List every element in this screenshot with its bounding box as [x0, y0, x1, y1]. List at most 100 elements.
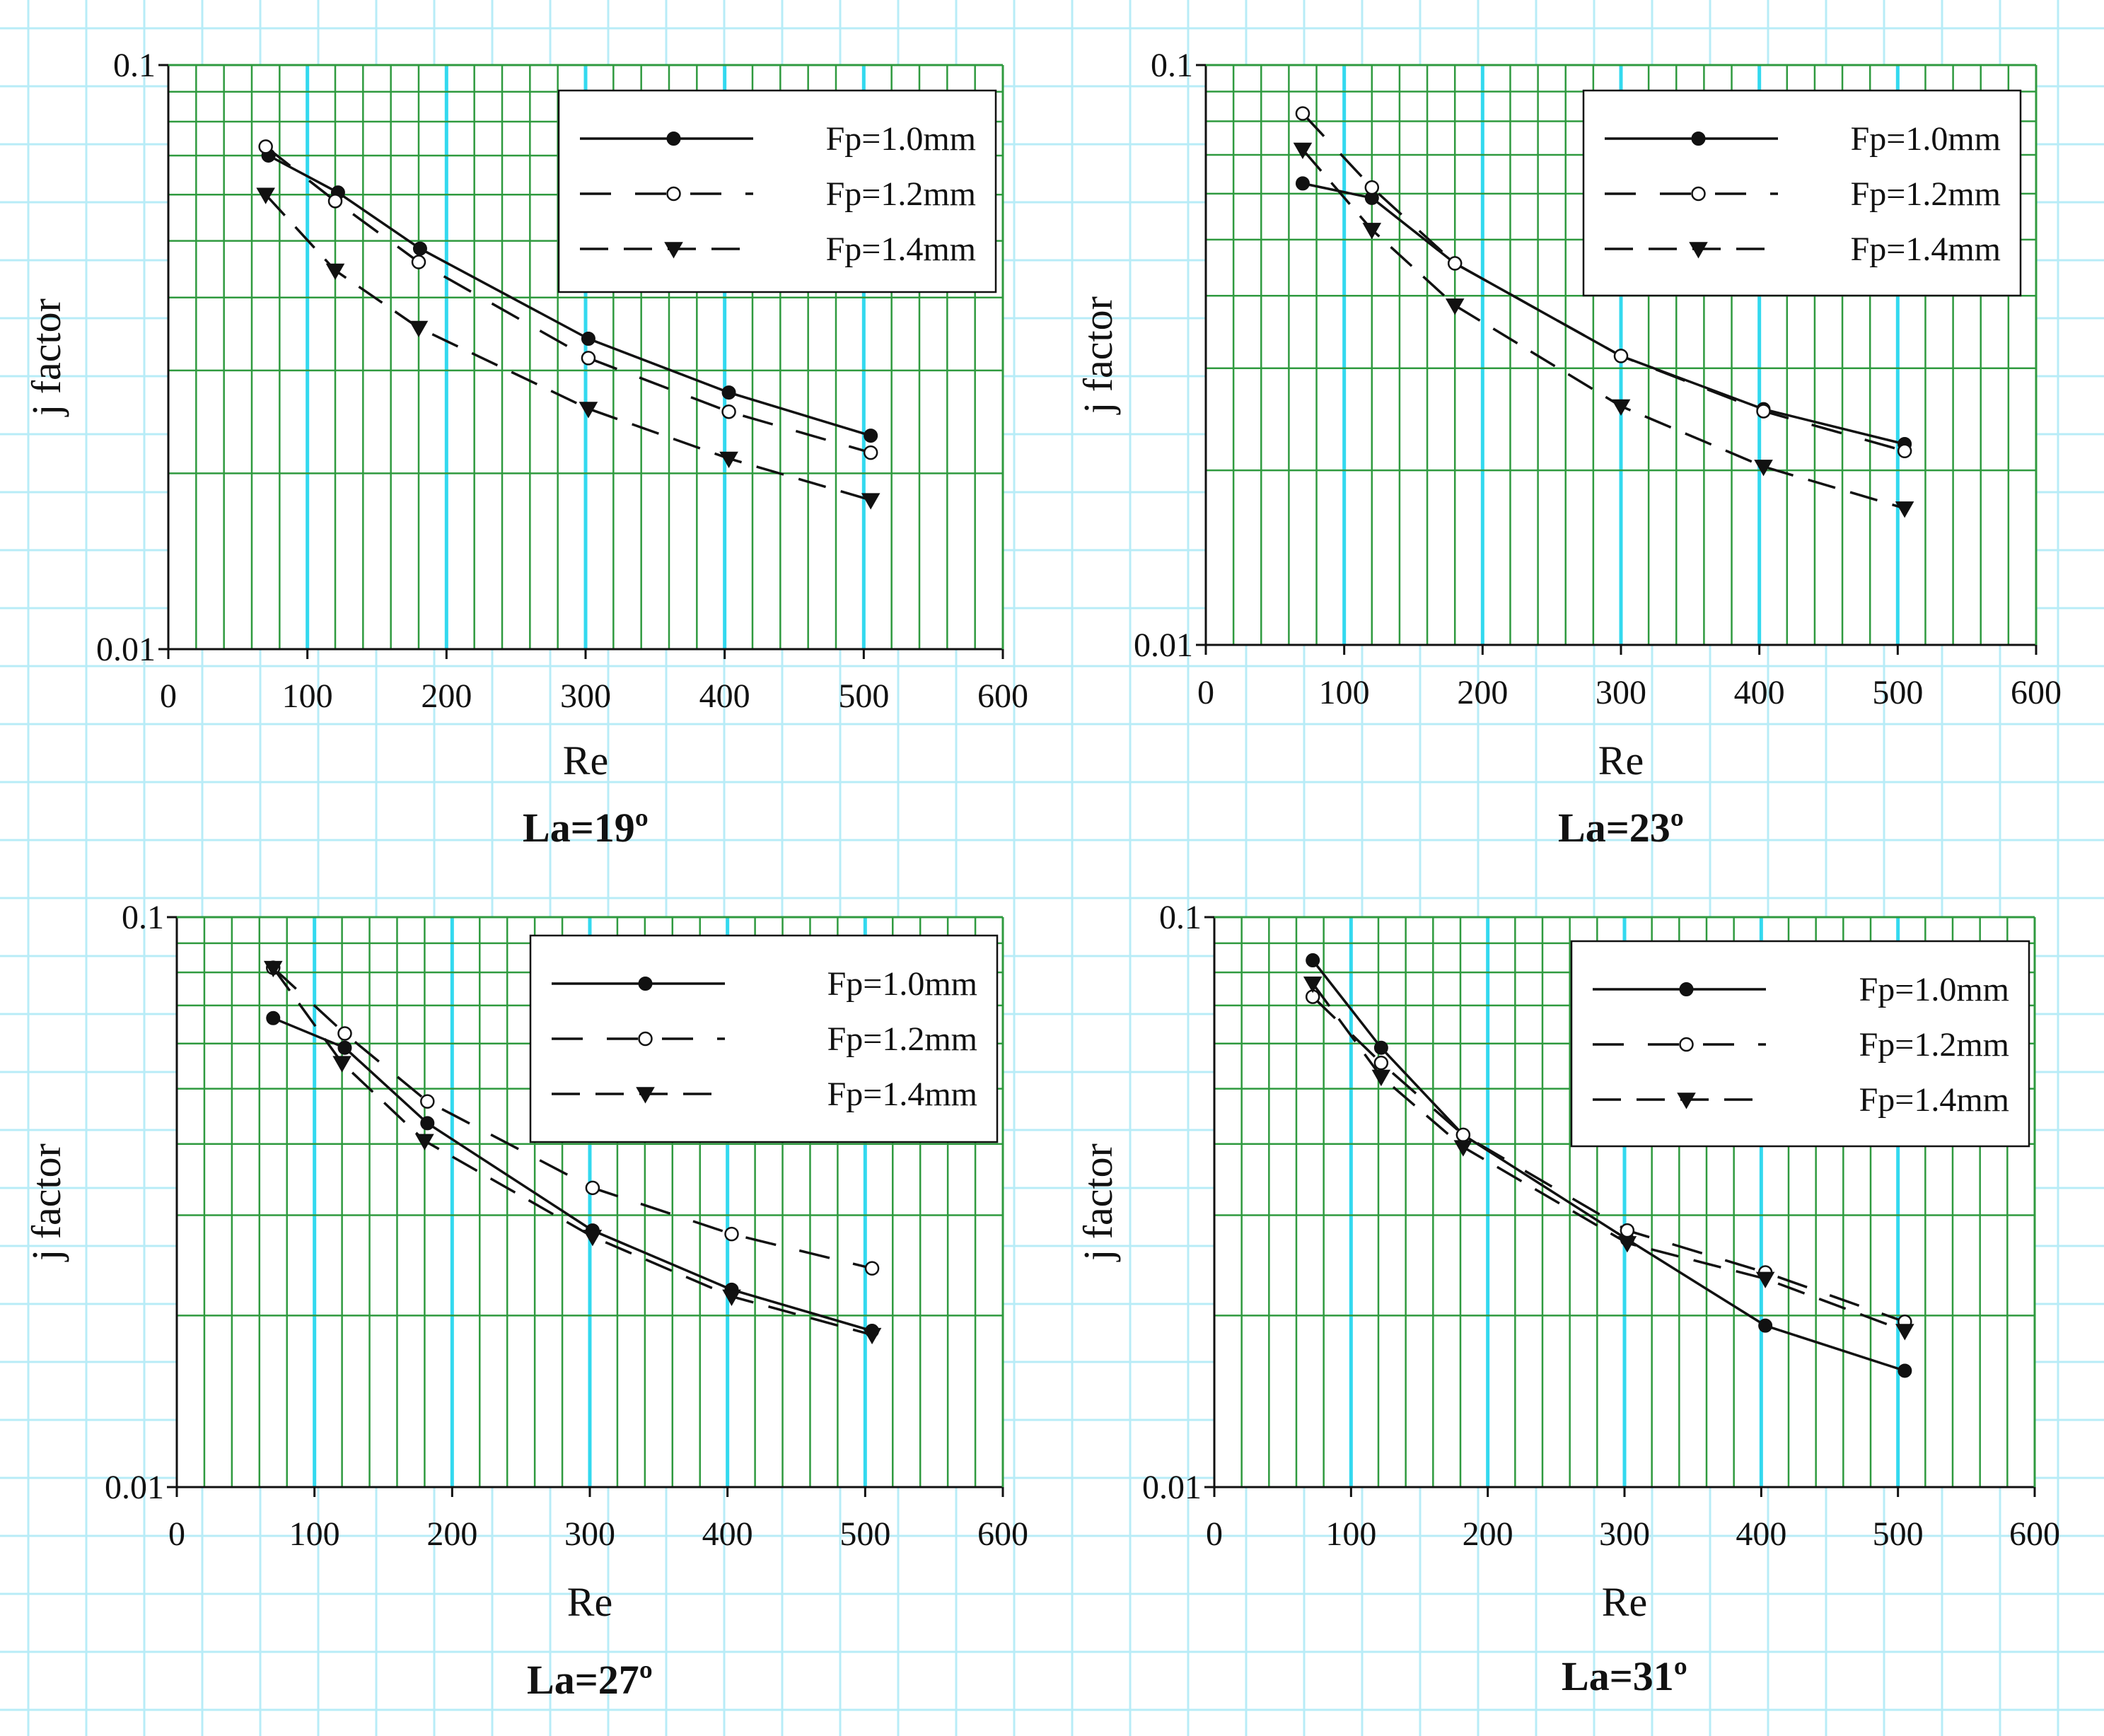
data-point-Fp=1.2mm: [327, 194, 343, 209]
x-tick-label: 400: [699, 677, 750, 715]
data-point-Fp=1.2mm: [337, 1026, 352, 1041]
data-point-Fp=1.4mm: [1293, 142, 1313, 159]
legend-marker-Fp=1.0mm: [638, 977, 653, 991]
y-tick-label: 0.1: [113, 47, 156, 84]
data-point-Fp=1.2mm: [1447, 256, 1463, 271]
legend-label: Fp=1.4mm: [1851, 231, 2001, 268]
data-point-Fp=1.2mm: [1756, 404, 1771, 419]
chart-la19: 0.1 0.010 100 200 300 400 500 600 Re j factor La=1…: [23, 47, 1028, 851]
series-line-Fp=1.4mm: [1301, 148, 1905, 510]
data-point-Fp=1.2mm: [420, 1094, 435, 1109]
data-point-Fp=1.4mm: [1754, 460, 1773, 477]
x-tick-label: 100: [282, 677, 333, 715]
data-point-Fp=1.4mm: [415, 1134, 434, 1150]
y-tick-label: 0.01: [96, 631, 156, 668]
data-point-Fp=1.4mm: [1371, 1069, 1391, 1087]
x-tick-label: 200: [1463, 1515, 1513, 1553]
chart-la27: 0.1 0.010 100 200 300 400 500 600 Re j factor La=2…: [23, 899, 1028, 1703]
x-tick-label: 600: [977, 1515, 1028, 1553]
data-point-Fp=1.2mm: [1295, 106, 1310, 121]
series-line-Fp=1.0mm: [267, 154, 871, 437]
legend-label: Fp=1.2mm: [827, 1020, 977, 1058]
data-point-Fp=1.0mm: [337, 1040, 352, 1055]
data-point-Fp=1.4mm: [332, 1056, 351, 1073]
x-tick-label: 300: [1596, 674, 1646, 711]
data-point-Fp=1.4mm: [1445, 298, 1465, 315]
x-tick-label: 500: [1873, 1515, 1924, 1553]
x-tick-label: 100: [289, 1515, 340, 1553]
y-tick-label: 0.01: [1134, 627, 1193, 664]
data-point-Fp=1.0mm: [581, 331, 595, 346]
y-tick-label: 0.1: [1159, 899, 1202, 936]
chart-la23: 0.1 0.010 100 200 300 400 500 600 Re j factor La=2…: [1075, 47, 2062, 851]
x-tick-label: 0: [160, 677, 177, 715]
legend-label: Fp=1.0mm: [826, 120, 976, 158]
x-tick-label: 100: [1325, 1515, 1376, 1553]
data-point-Fp=1.4mm: [325, 263, 345, 280]
data-point-Fp=1.2mm: [1364, 180, 1380, 195]
y-tick-label: 0.01: [1142, 1469, 1202, 1506]
y-tick-label: 0.1: [1151, 47, 1193, 84]
x-tick-label: 100: [1319, 674, 1370, 711]
legend-box: [557, 89, 997, 293]
y-axis-label: j factor: [1075, 296, 1121, 415]
data-point-Fp=1.4mm: [583, 1230, 603, 1247]
legend-label: Fp=1.4mm: [826, 231, 976, 268]
y-axis-label: j factor: [1075, 1143, 1121, 1262]
series-line-Fp=1.2mm: [1311, 996, 1905, 1323]
legend-marker-Fp=1.4mm: [1689, 242, 1708, 259]
data-point-Fp=1.2mm: [585, 1180, 600, 1196]
legend-label: Fp=1.4mm: [1859, 1081, 2009, 1119]
x-tick-label: 200: [421, 677, 472, 715]
x-tick-label: 300: [560, 677, 611, 715]
series-line-Fp=1.2mm: [265, 145, 871, 454]
x-tick-label: 0: [168, 1515, 185, 1553]
chart-panel-la19: 0.1 0.01 0 100 200 300 400 500 600 Re j factor La=1…: [0, 0, 1052, 866]
legend-marker-Fp=1.2mm: [1679, 1037, 1694, 1052]
x-axis-label: Re: [1598, 738, 1644, 783]
chart-title: La=31º: [1562, 1653, 1687, 1699]
data-point-Fp=1.4mm: [1617, 1236, 1637, 1253]
data-point-Fp=1.0mm: [1306, 953, 1320, 968]
x-tick-label: 500: [838, 677, 889, 715]
series-line-Fp=1.0mm: [1302, 182, 1905, 445]
data-point-Fp=1.4mm: [263, 960, 283, 978]
data-point-Fp=1.4mm: [1611, 399, 1631, 416]
x-axis-label: Re: [1602, 1579, 1647, 1625]
x-tick-label: 600: [2011, 674, 2062, 711]
x-tick-label: 0: [1197, 674, 1214, 711]
legend-label: Fp=1.4mm: [827, 1076, 977, 1113]
data-point-Fp=1.4mm: [1895, 501, 1914, 518]
chart-panel-la27: 0.1 0.01 0 100 200 300 400 500 600 Re j factor La=2…: [0, 866, 1052, 1736]
series-line-Fp=1.2mm: [272, 967, 873, 1270]
data-point-Fp=1.0mm: [1373, 1040, 1388, 1055]
x-tick-label: 400: [1736, 1515, 1786, 1553]
legend-label: Fp=1.2mm: [1859, 1026, 2009, 1064]
data-point-Fp=1.4mm: [722, 1289, 741, 1306]
legend-label: Fp=1.2mm: [1851, 175, 2001, 213]
chart-title: La=19º: [523, 805, 649, 851]
legend-marker-Fp=1.2mm: [638, 1031, 653, 1047]
chart-title: La=23º: [1558, 805, 1684, 851]
data-point-Fp=1.0mm: [1897, 1363, 1912, 1378]
chart-panel-la23: 0.1 0.01 0 100 200 300 400 500 600 Re j factor La=2…: [1052, 0, 2104, 866]
legend-marker-Fp=1.2mm: [1691, 186, 1706, 202]
series-line-Fp=1.4mm: [1311, 982, 1905, 1332]
legend-label: Fp=1.0mm: [1859, 971, 2009, 1008]
series-line-Fp=1.2mm: [1301, 112, 1905, 453]
y-axis-label: j factor: [23, 298, 69, 417]
x-tick-label: 200: [426, 1515, 477, 1553]
data-point-Fp=1.4mm: [579, 402, 598, 419]
data-point-Fp=1.4mm: [1362, 223, 1382, 240]
legend-label: Fp=1.0mm: [827, 965, 977, 1003]
data-point-Fp=1.4mm: [861, 493, 880, 510]
data-point-Fp=1.2mm: [1613, 349, 1629, 363]
series-line-Fp=1.4mm: [272, 967, 873, 1336]
data-point-Fp=1.2mm: [1373, 1055, 1389, 1071]
x-tick-label: 500: [839, 1515, 890, 1553]
data-point-Fp=1.4mm: [1755, 1271, 1775, 1288]
data-point-Fp=1.0mm: [266, 1010, 281, 1025]
x-tick-label: 300: [564, 1515, 615, 1553]
chart-la31: 0.1 0.010 100 200 300 400 500 600 Re j factor La=3…: [1075, 899, 2060, 1699]
